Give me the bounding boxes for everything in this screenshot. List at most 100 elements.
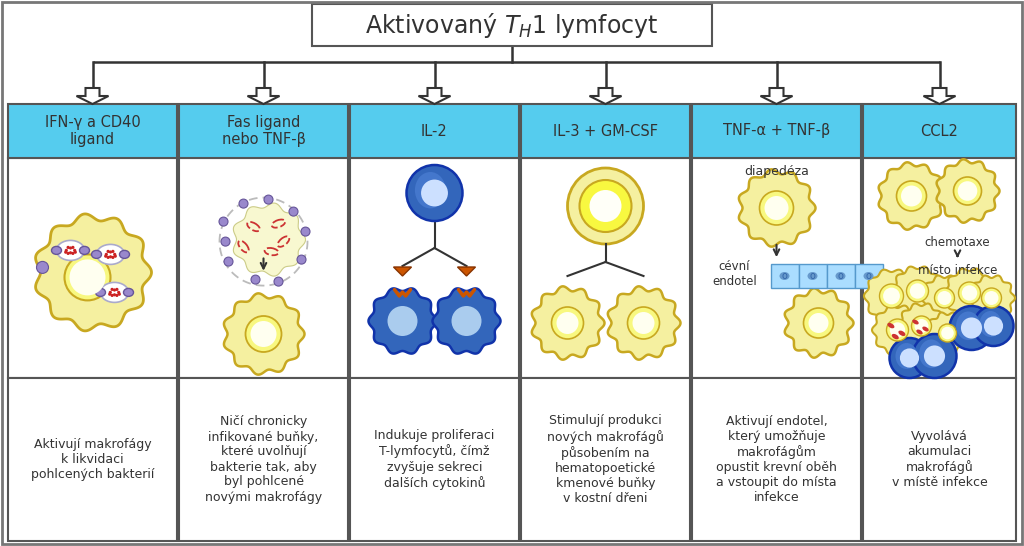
Circle shape bbox=[109, 251, 112, 253]
Circle shape bbox=[809, 313, 828, 333]
FancyBboxPatch shape bbox=[350, 378, 519, 541]
Circle shape bbox=[890, 338, 930, 378]
Polygon shape bbox=[432, 288, 501, 354]
Circle shape bbox=[118, 293, 121, 296]
Circle shape bbox=[301, 227, 310, 236]
Polygon shape bbox=[419, 88, 451, 104]
Circle shape bbox=[628, 307, 659, 339]
FancyBboxPatch shape bbox=[799, 264, 826, 288]
Polygon shape bbox=[369, 288, 436, 354]
Circle shape bbox=[949, 306, 993, 350]
Circle shape bbox=[924, 346, 945, 366]
Circle shape bbox=[938, 291, 951, 305]
Circle shape bbox=[251, 275, 260, 284]
FancyBboxPatch shape bbox=[770, 264, 799, 288]
Ellipse shape bbox=[808, 272, 817, 280]
Polygon shape bbox=[393, 267, 412, 276]
Circle shape bbox=[906, 280, 929, 302]
Polygon shape bbox=[531, 286, 604, 360]
Polygon shape bbox=[872, 306, 923, 354]
Polygon shape bbox=[784, 288, 853, 358]
Circle shape bbox=[941, 327, 953, 339]
Polygon shape bbox=[590, 88, 622, 104]
Text: diapedéza: diapedéza bbox=[744, 165, 809, 179]
Text: Aktivují endotel,
který umožňuje
makrofágům
opustit krevní oběh
a vstoupit do mí: Aktivují endotel, který umožňuje makrofá… bbox=[716, 415, 837, 504]
Circle shape bbox=[297, 255, 306, 264]
FancyBboxPatch shape bbox=[8, 158, 177, 378]
FancyBboxPatch shape bbox=[350, 158, 519, 378]
Circle shape bbox=[73, 249, 77, 252]
Circle shape bbox=[911, 316, 932, 336]
Text: Vyvolává
akumulaci
makrofágů
v místě infekce: Vyvolává akumulaci makrofágů v místě inf… bbox=[892, 430, 987, 489]
Circle shape bbox=[556, 312, 579, 334]
Circle shape bbox=[116, 288, 119, 291]
Text: Ničí chronicky
infikované buňky,
které uvolňují
bakterie tak, aby
byl pohlcené
n: Ničí chronicky infikované buňky, které u… bbox=[205, 416, 323, 503]
Ellipse shape bbox=[56, 240, 85, 260]
Circle shape bbox=[72, 246, 75, 249]
FancyBboxPatch shape bbox=[826, 264, 854, 288]
Circle shape bbox=[962, 286, 977, 301]
Circle shape bbox=[224, 257, 233, 266]
Ellipse shape bbox=[96, 245, 125, 264]
Ellipse shape bbox=[100, 282, 128, 302]
Circle shape bbox=[981, 288, 1001, 308]
Circle shape bbox=[407, 165, 463, 221]
Polygon shape bbox=[926, 312, 969, 354]
Circle shape bbox=[65, 249, 68, 252]
Polygon shape bbox=[608, 286, 681, 360]
Ellipse shape bbox=[888, 323, 894, 328]
Polygon shape bbox=[458, 267, 475, 276]
Circle shape bbox=[221, 237, 230, 246]
Text: IL-2: IL-2 bbox=[421, 123, 447, 139]
Ellipse shape bbox=[916, 330, 923, 335]
FancyBboxPatch shape bbox=[312, 4, 712, 46]
Text: TNF-α + TNF-β: TNF-α + TNF-β bbox=[723, 123, 830, 139]
Circle shape bbox=[246, 316, 282, 352]
Text: IFN-γ a CD40
ligand: IFN-γ a CD40 ligand bbox=[45, 115, 140, 147]
Text: CCL2: CCL2 bbox=[921, 123, 958, 139]
Circle shape bbox=[984, 291, 998, 305]
FancyBboxPatch shape bbox=[521, 378, 690, 541]
Circle shape bbox=[760, 191, 794, 225]
Polygon shape bbox=[924, 88, 955, 104]
Ellipse shape bbox=[896, 343, 918, 369]
Text: o: o bbox=[865, 271, 871, 281]
Circle shape bbox=[117, 291, 120, 294]
Text: o: o bbox=[838, 271, 844, 281]
FancyBboxPatch shape bbox=[863, 378, 1016, 541]
Circle shape bbox=[69, 246, 72, 250]
Circle shape bbox=[65, 254, 111, 300]
Circle shape bbox=[113, 288, 116, 292]
Text: Indukuje proliferaci
T-lymfocytů, čímž
zvyšuje sekreci
dalších cytokinů: Indukuje proliferaci T-lymfocytů, čímž z… bbox=[375, 429, 495, 490]
FancyBboxPatch shape bbox=[863, 104, 1016, 158]
Circle shape bbox=[37, 262, 48, 274]
Circle shape bbox=[912, 334, 956, 378]
Text: o: o bbox=[810, 271, 815, 281]
Circle shape bbox=[984, 316, 1004, 336]
Polygon shape bbox=[898, 304, 945, 348]
Circle shape bbox=[114, 254, 117, 258]
Ellipse shape bbox=[956, 312, 980, 340]
Ellipse shape bbox=[120, 251, 129, 258]
Circle shape bbox=[219, 217, 228, 226]
Circle shape bbox=[765, 196, 788, 220]
Polygon shape bbox=[224, 293, 304, 375]
Ellipse shape bbox=[80, 246, 89, 254]
FancyBboxPatch shape bbox=[179, 378, 348, 541]
Circle shape bbox=[883, 288, 900, 305]
Circle shape bbox=[109, 255, 112, 258]
FancyBboxPatch shape bbox=[8, 378, 177, 541]
Circle shape bbox=[935, 288, 954, 308]
FancyBboxPatch shape bbox=[863, 158, 1016, 378]
Circle shape bbox=[104, 253, 108, 256]
Circle shape bbox=[914, 319, 929, 333]
Polygon shape bbox=[937, 159, 999, 223]
Ellipse shape bbox=[898, 330, 905, 336]
Text: místo infekce: místo infekce bbox=[918, 264, 997, 277]
Text: Aktivovaný $\mathit{T}_H$1 lymfocyt: Aktivovaný $\mathit{T}_H$1 lymfocyt bbox=[366, 11, 658, 40]
Ellipse shape bbox=[892, 334, 899, 339]
Circle shape bbox=[106, 256, 110, 259]
FancyBboxPatch shape bbox=[692, 158, 861, 378]
Circle shape bbox=[567, 168, 643, 244]
Polygon shape bbox=[248, 88, 280, 104]
